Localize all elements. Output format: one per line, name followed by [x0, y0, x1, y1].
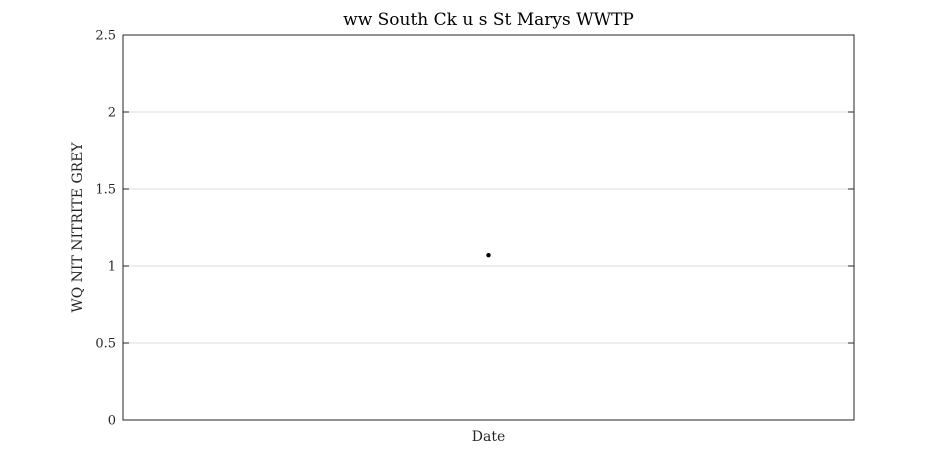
y-axis-ticks: 0 0.5 1 1.5 2 2.5	[95, 29, 854, 429]
y-tick-label: 1.5	[95, 183, 116, 198]
data-point	[486, 253, 491, 258]
grid-lines	[123, 111, 854, 344]
y-axis-label: WQ NIT NITRITE GREY	[70, 142, 86, 313]
y-tick-label: 2	[108, 106, 116, 121]
plot-area-frame	[122, 34, 855, 421]
y-tick-label: 1	[108, 260, 116, 275]
data-points	[486, 253, 491, 258]
y-tick-label: 0	[108, 414, 116, 429]
y-tick-label: 0.5	[95, 337, 116, 352]
y-tick-label: 2.5	[95, 29, 116, 44]
x-axis-label: Date	[472, 429, 505, 445]
chart-title: ww South Ck u s St Marys WWTP	[343, 10, 634, 30]
